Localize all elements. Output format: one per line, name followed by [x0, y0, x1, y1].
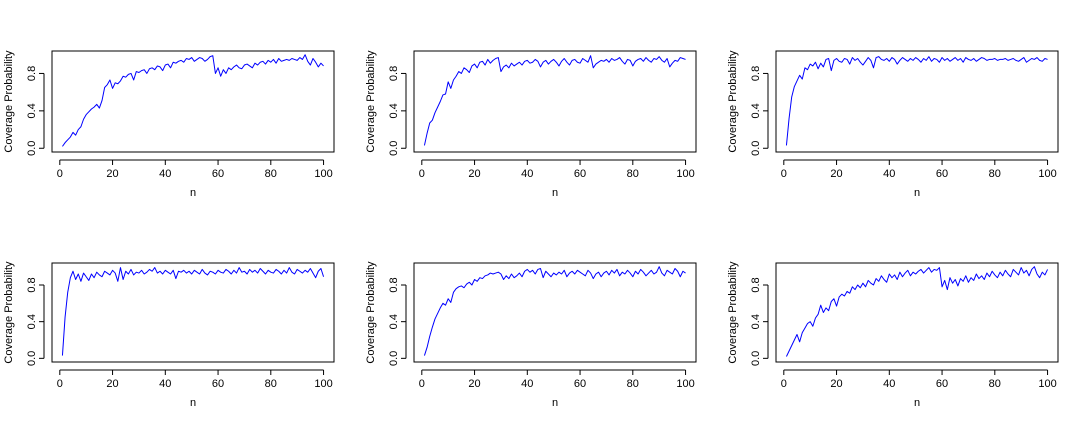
- coverage-probability-line: [61, 267, 325, 356]
- x-tick-label: 40: [521, 168, 533, 180]
- plot-frame: [775, 50, 1059, 153]
- x-tick-label: 0: [781, 168, 787, 180]
- x-tick-label: 20: [830, 168, 842, 180]
- y-axis-title: Coverage Probability: [3, 50, 15, 153]
- x-tick-label: 60: [212, 168, 224, 180]
- x-tick-label: 0: [419, 168, 425, 180]
- x-axis-title: n: [552, 187, 558, 199]
- y-tick-label: 0.8: [750, 277, 762, 292]
- x-tick-label: 60: [936, 378, 948, 390]
- chart-panel-3: 0 20 40 60 80 100 n 0.0 0.4 0.8 Coverage Probabili…: [727, 50, 1059, 199]
- x-tick-label: 100: [1038, 378, 1056, 390]
- plot-frame: [775, 262, 1059, 363]
- x-tick-label: 60: [936, 168, 948, 180]
- x-tick-label: 0: [57, 378, 63, 390]
- x-tick-label: 80: [627, 168, 639, 180]
- x-tick-label: 0: [57, 168, 63, 180]
- x-axis-title: n: [190, 187, 196, 199]
- x-tick-label: 100: [314, 378, 332, 390]
- y-axis-title: Coverage Probability: [365, 261, 377, 364]
- x-tick-label: 20: [106, 378, 118, 390]
- x-tick-label: 80: [627, 378, 639, 390]
- x-tick-label: 80: [265, 378, 277, 390]
- x-tick-label: 100: [314, 168, 332, 180]
- chart-panel-6: 0 20 40 60 80 100 n 0.0 0.4 0.8 Coverage Probabili…: [727, 261, 1059, 409]
- y-axis-title: Coverage Probability: [3, 261, 15, 364]
- x-tick-label: 40: [159, 168, 171, 180]
- plot-frame: [413, 262, 697, 363]
- y-tick-label: 0.8: [26, 66, 38, 81]
- x-tick-label: 100: [676, 168, 694, 180]
- coverage-probability-line: [423, 55, 686, 146]
- x-tick-label: 80: [989, 378, 1001, 390]
- x-axis-title: n: [914, 187, 920, 199]
- coverage-probability-line: [785, 266, 1049, 357]
- x-tick-label: 80: [265, 168, 277, 180]
- x-tick-label: 40: [521, 378, 533, 390]
- y-tick-label: 0.0: [388, 141, 400, 156]
- y-tick-label: 0.4: [750, 314, 762, 329]
- chart-panel-4: 0 20 40 60 80 100 n 0.0 0.4 0.8 Coverage Probabili…: [3, 261, 335, 409]
- coverage-probability-line: [785, 56, 1048, 146]
- plot-frame: [413, 50, 697, 153]
- plot-frame: [51, 50, 335, 153]
- y-tick-label: 0.4: [388, 103, 400, 118]
- x-tick-label: 0: [781, 378, 787, 390]
- x-axis-title: n: [552, 397, 558, 409]
- x-tick-label: 20: [468, 378, 480, 390]
- y-tick-label: 0.8: [388, 277, 400, 292]
- x-tick-label: 100: [1038, 168, 1056, 180]
- y-tick-label: 0.0: [750, 351, 762, 366]
- y-tick-label: 0.0: [750, 141, 762, 156]
- y-axis-title: Coverage Probability: [727, 261, 739, 364]
- x-axis-title: n: [914, 397, 920, 409]
- x-tick-label: 0: [419, 378, 425, 390]
- x-axis-title: n: [190, 397, 196, 409]
- y-tick-label: 0.8: [750, 66, 762, 81]
- x-tick-label: 60: [574, 378, 586, 390]
- coverage-probability-line: [62, 54, 324, 147]
- y-tick-label: 0.0: [26, 351, 38, 366]
- x-tick-label: 80: [989, 168, 1001, 180]
- y-tick-label: 0.4: [26, 314, 38, 329]
- x-tick-label: 60: [574, 168, 586, 180]
- y-tick-label: 0.4: [388, 314, 400, 329]
- x-tick-label: 100: [676, 378, 694, 390]
- y-tick-label: 0.8: [388, 66, 400, 81]
- coverage-probability-line: [423, 266, 686, 356]
- chart-panel-5: 0 20 40 60 80 100 n 0.0 0.4 0.8 Coverage Probabili…: [365, 261, 697, 409]
- y-tick-label: 0.8: [26, 277, 38, 292]
- y-tick-label: 0.0: [388, 351, 400, 366]
- y-axis-title: Coverage Probability: [365, 50, 377, 153]
- plot-frame: [51, 262, 335, 363]
- chart-panel-1: 0 20 40 60 80 100 n 0.0 0.4 0.8 Coverage Probabili…: [3, 50, 335, 199]
- y-tick-label: 0.0: [26, 141, 38, 156]
- y-tick-label: 0.4: [750, 103, 762, 118]
- x-tick-label: 20: [468, 168, 480, 180]
- x-tick-label: 40: [883, 168, 895, 180]
- y-axis-title: Coverage Probability: [727, 50, 739, 153]
- chart-panel-2: 0 20 40 60 80 100 n 0.0 0.4 0.8 Coverage Probabili…: [365, 50, 697, 199]
- x-tick-label: 40: [883, 378, 895, 390]
- y-tick-label: 0.4: [26, 103, 38, 118]
- x-tick-label: 20: [830, 378, 842, 390]
- x-tick-label: 60: [212, 378, 224, 390]
- x-tick-label: 20: [106, 168, 118, 180]
- x-tick-label: 40: [159, 378, 171, 390]
